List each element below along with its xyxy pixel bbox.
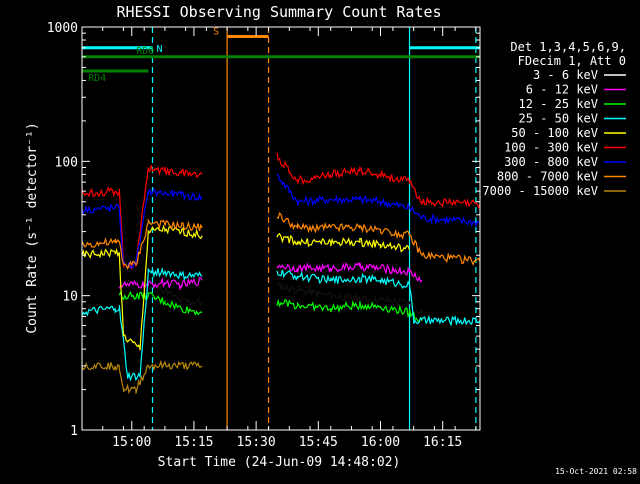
plot-frame <box>81 26 481 431</box>
series-line-8-0 <box>81 359 203 395</box>
y-tick-label-1: 1 <box>70 424 78 439</box>
series-line-0-1 <box>276 280 423 315</box>
series-line-2-1 <box>276 298 423 323</box>
series-line-7-0 <box>81 218 203 270</box>
chart-title: RHESSI Observing Summary Count Rates <box>116 3 441 21</box>
series-line-7-1 <box>276 211 481 267</box>
series-line-1-1 <box>276 261 423 283</box>
series-line-6-1 <box>276 173 481 228</box>
x-tick-label-16:00: 16:00 <box>361 435 400 450</box>
legend-entry-label: 3 - 6 keV <box>533 68 598 82</box>
annotation-label-rd0: RD0 <box>136 46 154 57</box>
y-tick-label-1000: 1000 <box>47 21 78 36</box>
y-axis-title: Count Rate (s⁻¹ detector⁻¹) <box>25 122 40 333</box>
series-line-4-0 <box>81 224 203 351</box>
legend-header-line1: Det 1,3,4,5,6,9, <box>510 40 626 54</box>
legend-entry-label: 300 - 800 keV <box>504 155 598 169</box>
legend-entry-label: 25 - 50 keV <box>519 112 598 126</box>
legend-entry-label: 7000 - 15000 keV <box>482 184 598 198</box>
series-line-4-1 <box>276 232 411 253</box>
series-line-1-0 <box>118 276 203 291</box>
series-line-3-0 <box>81 266 203 382</box>
legend-header-line2: FDecim 1, Att 0 <box>518 54 626 68</box>
series-line-6-0 <box>81 187 203 270</box>
legend-entry-label: 12 - 25 keV <box>519 97 598 111</box>
legend-entry-label: 100 - 300 keV <box>504 141 598 155</box>
legend-entry-label: 50 - 100 keV <box>511 126 598 140</box>
series-line-2-0 <box>118 290 203 316</box>
annotation-label-n: N <box>156 44 162 55</box>
series-line-5-0 <box>81 165 203 271</box>
annotation-label-s: S <box>213 26 219 37</box>
timestamp-stamp: 15-Oct-2021 02:58 <box>555 467 637 476</box>
x-tick-label-16:15: 16:15 <box>423 435 462 450</box>
legend: Det 1,3,4,5,6,9, FDecim 1, Att 0 3 - 6 k… <box>482 40 626 198</box>
x-tick-label-15:30: 15:30 <box>237 435 276 450</box>
legend-entry-label: 6 - 12 keV <box>526 83 598 97</box>
series-line-3-1 <box>276 269 481 327</box>
y-tick-label-100: 100 <box>55 155 78 170</box>
x-tick-label-15:45: 15:45 <box>299 435 338 450</box>
legend-entry-label: 800 - 7000 keV <box>497 170 598 184</box>
series-line-5-1 <box>276 152 481 210</box>
y-tick-label-10: 10 <box>62 290 78 305</box>
x-axis-title: Start Time (24-Jun-09 14:48:02) <box>158 455 401 470</box>
plot-area: N S RD0 RD4 1 10 100 1000 15:00 15:15 15:30 15:45 16… <box>47 21 481 450</box>
x-tick-label-15:15: 15:15 <box>174 435 213 450</box>
annotation-label-rd4: RD4 <box>88 73 106 84</box>
x-tick-label-15:00: 15:00 <box>112 435 151 450</box>
